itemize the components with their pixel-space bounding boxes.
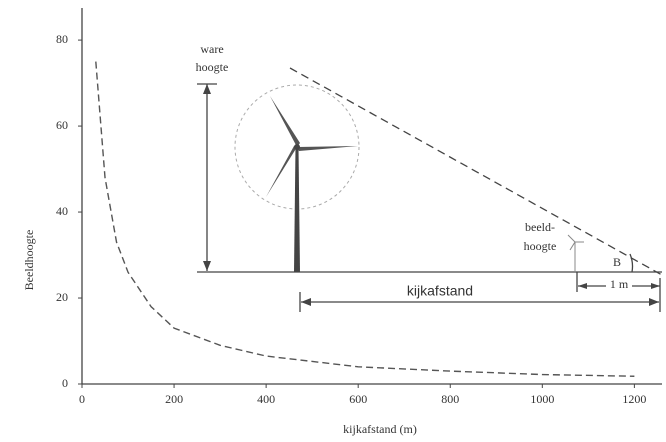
annotation: B (613, 255, 621, 269)
x-tick-label: 600 (349, 392, 367, 406)
blade (266, 146, 297, 197)
small-blade (570, 242, 575, 250)
small-blade (568, 235, 575, 242)
arrow-head (203, 84, 211, 94)
angle-arc (630, 254, 632, 272)
y-tick-label: 40 (56, 204, 68, 218)
y-tick-label: 60 (56, 118, 68, 132)
annotation: ware (200, 42, 223, 56)
arrow-head (203, 261, 211, 271)
y-tick-label: 0 (62, 376, 68, 390)
x-tick-label: 200 (165, 392, 183, 406)
annotation: 1 m (610, 277, 629, 291)
tower (294, 147, 300, 272)
hub (294, 144, 300, 150)
y-tick-label: 20 (56, 290, 68, 304)
annotation: kijkafstand (407, 283, 473, 299)
annotation: beeld- (525, 220, 555, 234)
sight-line (290, 68, 662, 275)
x-tick-label: 0 (79, 392, 85, 406)
x-tick-label: 800 (441, 392, 459, 406)
arrow-head (651, 283, 660, 289)
arrow-head (301, 298, 311, 306)
diagram (197, 68, 662, 312)
blade (297, 146, 358, 151)
x-tick-label: 1000 (530, 392, 554, 406)
x-tick-label: 1200 (622, 392, 646, 406)
annotation: hoogte (524, 239, 557, 253)
arrow-head (578, 283, 587, 289)
blade (270, 96, 300, 147)
chart: kijkafstand (m) Beeldhoogte ware hoogte … (0, 0, 666, 442)
x-tick-label: 400 (257, 392, 275, 406)
y-tick-label: 80 (56, 32, 68, 46)
y-axis-label: Beeldhoogte (22, 230, 36, 291)
arrow-head (649, 298, 659, 306)
annotation: hoogte (196, 60, 229, 74)
x-axis-label: kijkafstand (m) (343, 422, 417, 436)
